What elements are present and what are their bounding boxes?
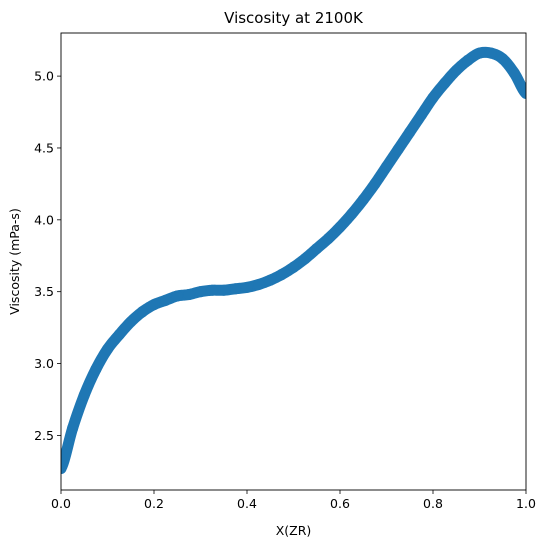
x-tick-label: 0.4: [237, 496, 257, 511]
data-point: [160, 294, 172, 306]
x-tick-label: 0.0: [51, 496, 71, 511]
x-axis-label: X(ZR): [276, 523, 312, 538]
data-point: [346, 208, 358, 220]
data-point: [102, 343, 113, 355]
data-point: [415, 109, 427, 121]
data-point: [462, 54, 474, 66]
y-tick-label: 4.0: [34, 212, 54, 227]
data-point: [427, 92, 439, 104]
data-point: [78, 389, 90, 401]
plot-frame: [60, 32, 527, 491]
data-point: [113, 329, 125, 341]
y-tick-label: 3.5: [34, 284, 54, 299]
chart-title: Viscosity at 2100K: [224, 9, 364, 27]
y-axis-label: Viscosity (mPa-s): [7, 208, 22, 315]
data-point: [508, 67, 520, 79]
data-point: [67, 422, 79, 434]
data-point: [241, 281, 253, 293]
data-point: [497, 53, 509, 65]
y-tick-label: 2.5: [34, 428, 54, 443]
data-point: [299, 253, 311, 265]
data-point: [392, 143, 404, 155]
data-point: [171, 290, 183, 302]
data-point: [288, 261, 299, 273]
data-point: [439, 77, 451, 89]
y-tick-label: 5.0: [34, 69, 54, 84]
data-point: [334, 221, 346, 233]
data-point: [276, 268, 288, 280]
data-point: [206, 284, 218, 296]
x-axis-ticks: 0.0 0.2 0.4 0.6 0.8 1.0: [51, 490, 536, 511]
y-tick-label: 3.0: [34, 356, 54, 371]
data-point: [195, 286, 206, 298]
data-point: [218, 284, 230, 296]
x-tick-label: 0.2: [144, 496, 164, 511]
data-point: [253, 278, 265, 290]
data-point: [125, 316, 137, 328]
series-band: [61, 46, 526, 474]
data-point: [264, 274, 276, 286]
data-point: [90, 363, 102, 375]
data-point: [61, 462, 67, 474]
x-tick-label: 0.6: [330, 496, 350, 511]
data-point: [357, 194, 369, 206]
data-point: [311, 243, 323, 255]
data-point: [474, 47, 485, 59]
data-point: [381, 161, 392, 173]
data-series: [61, 46, 526, 474]
data-point: [369, 178, 381, 190]
data-point: [148, 299, 160, 311]
data-point: [485, 47, 497, 59]
x-tick-label: 1.0: [516, 496, 536, 511]
data-point: [183, 289, 195, 301]
data-point: [520, 87, 526, 99]
data-point: [450, 64, 462, 76]
x-tick-label: 0.8: [423, 496, 443, 511]
y-tick-label: 4.5: [34, 140, 54, 155]
plot-area: [61, 46, 526, 474]
data-point: [404, 126, 416, 138]
data-point: [136, 306, 148, 318]
data-point: [322, 233, 334, 245]
y-axis-ticks: 2.5 3.0 3.5 4.0 4.5 5.0: [34, 69, 61, 443]
data-point: [229, 283, 241, 295]
